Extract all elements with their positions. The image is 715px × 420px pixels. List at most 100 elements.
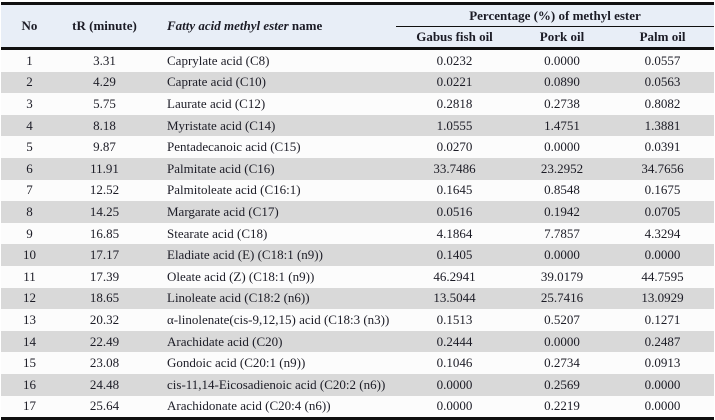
percentage-group-header: Percentage (%) of methyl ester bbox=[396, 3, 715, 27]
cell-tr: 8.18 bbox=[93, 117, 116, 133]
col-name-header: Fatty acid methyl ester name bbox=[151, 3, 396, 50]
cell-no: 9 bbox=[26, 225, 33, 241]
cell-no: 15 bbox=[23, 355, 36, 371]
cell-no: 6 bbox=[26, 160, 33, 176]
cell-palm: 0.0391 bbox=[644, 139, 681, 155]
cell-pork: 0.0890 bbox=[544, 74, 580, 90]
col-gabus-header: Gabus fish oil bbox=[396, 26, 513, 50]
cell-name: Linoleate acid (C18:2 (n6)) bbox=[167, 290, 310, 306]
table-row: 14 22.49 Arachidate acid (C20) 0.2444 0.… bbox=[1, 330, 715, 353]
cell-name: Margarate acid (C17) bbox=[167, 203, 279, 219]
header-row-top: No tR (minute) Fatty acid methyl ester n… bbox=[1, 3, 715, 50]
cell-no: 11 bbox=[23, 268, 36, 284]
cell-no: 1 bbox=[26, 52, 33, 68]
cell-name: Gondoic acid (C20:1 (n9)) bbox=[167, 355, 306, 371]
cell-tr: 16.85 bbox=[89, 225, 120, 241]
cell-pork: 0.0000 bbox=[544, 333, 580, 349]
cell-gabus: 0.0232 bbox=[436, 52, 473, 68]
cell-gabus: 4.1864 bbox=[436, 225, 473, 241]
cell-no: 3 bbox=[26, 95, 33, 111]
table-body: 1 3.31 Caprylate acid (C8) 0.0232 0.0000… bbox=[1, 48, 715, 420]
cell-tr: 17.39 bbox=[89, 268, 120, 284]
cell-gabus: 0.1645 bbox=[436, 182, 473, 198]
cell-pork: 7.7857 bbox=[544, 225, 580, 241]
cell-pork: 0.0000 bbox=[544, 52, 580, 68]
cell-gabus: 0.0000 bbox=[436, 376, 473, 392]
cell-palm: 44.7595 bbox=[641, 268, 684, 284]
cell-pork: 0.0000 bbox=[544, 247, 580, 263]
cell-pork: 0.8548 bbox=[544, 182, 580, 198]
table-row: 10 17.17 Eladiate acid (E) (C18:1 (n9)) … bbox=[1, 244, 715, 266]
cell-pork: 0.2734 bbox=[544, 355, 580, 371]
cell-pork: 0.0000 bbox=[544, 139, 580, 155]
cell-palm: 0.1271 bbox=[644, 311, 681, 327]
cell-gabus: 46.2941 bbox=[433, 268, 476, 284]
cell-name: Stearate acid (C18) bbox=[167, 225, 268, 241]
cell-no: 10 bbox=[23, 247, 36, 263]
table-row: 16 24.48 cis-11,14-Eicosadienoic acid (C… bbox=[1, 373, 715, 396]
cell-tr: 25.64 bbox=[58, 395, 151, 420]
col-tr-header: tR (minute) bbox=[58, 3, 151, 50]
cell-name: α-linolenate(cis-9,12,15) acid (C18:3 (n… bbox=[167, 311, 390, 327]
cell-no: 16 bbox=[23, 376, 36, 392]
cell-pork: 0.2569 bbox=[544, 376, 580, 392]
col-palm-header: Palm oil bbox=[611, 26, 715, 50]
cell-tr: 23.08 bbox=[89, 355, 120, 371]
cell-name: Caprate acid (C10) bbox=[167, 74, 266, 90]
cell-name: Myristate acid (C14) bbox=[167, 117, 276, 133]
table-row: 17 25.64 Arachidonate acid (C20:4 (n6)) … bbox=[1, 395, 715, 420]
cell-tr: 12.52 bbox=[89, 182, 120, 198]
table-row: 15 23.08 Gondoic acid (C20:1 (n9)) 0.104… bbox=[1, 352, 715, 374]
col-name-header-rest: name bbox=[288, 18, 323, 33]
cell-tr: 11.91 bbox=[90, 160, 119, 176]
cell-tr: 20.32 bbox=[89, 311, 120, 327]
cell-tr: 4.29 bbox=[93, 74, 116, 90]
cell-gabus: 0.1405 bbox=[436, 247, 473, 263]
table-row: 2 4.29 Caprate acid (C10) 0.0221 0.0890 … bbox=[1, 71, 715, 94]
cell-gabus: 0.0516 bbox=[436, 203, 473, 219]
table-row: 5 9.87 Pentadecanoic acid (C15) 0.0270 0… bbox=[1, 136, 715, 158]
cell-palm: 0.8082 bbox=[644, 95, 681, 111]
header-row-sub: Gabus fish oil Pork oil Palm oil bbox=[1, 26, 715, 50]
cell-palm: 0.0000 bbox=[644, 247, 681, 263]
cell-name: Oleate acid (Z) (C18:1 (n9)) bbox=[167, 268, 315, 284]
table-row: 6 11.91 Palmitate acid (C16) 33.7486 23.… bbox=[1, 157, 715, 180]
col-no-header: No bbox=[1, 3, 58, 50]
table-row: 11 17.39 Oleate acid (Z) (C18:1 (n9)) 46… bbox=[1, 265, 715, 288]
cell-pork: 0.5207 bbox=[544, 311, 580, 327]
cell-palm: 4.3294 bbox=[644, 225, 681, 241]
cell-tr: 9.87 bbox=[93, 139, 116, 155]
cell-gabus: 0.1046 bbox=[436, 355, 473, 371]
cell-gabus: 0.0000 bbox=[396, 395, 513, 420]
cell-palm: 34.7656 bbox=[641, 160, 684, 176]
table-header: No tR (minute) Fatty acid methyl ester n… bbox=[1, 3, 715, 50]
cell-tr: 22.49 bbox=[89, 333, 120, 349]
cell-name: Arachidonate acid (C20:4 (n6)) bbox=[151, 395, 396, 420]
cell-no: 8 bbox=[26, 203, 33, 219]
cell-palm: 0.0563 bbox=[644, 74, 681, 90]
table-row: 3 5.75 Laurate acid (C12) 0.2818 0.2738 … bbox=[1, 93, 715, 115]
cell-name: Laurate acid (C12) bbox=[167, 95, 266, 111]
cell-name: Caprylate acid (C8) bbox=[167, 52, 270, 68]
cell-palm: 0.1675 bbox=[644, 182, 681, 198]
table-row: 8 14.25 Margarate acid (C17) 0.0516 0.19… bbox=[1, 201, 715, 223]
cell-no: 4 bbox=[26, 117, 33, 133]
cell-pork: 0.2738 bbox=[544, 95, 580, 111]
cell-name: Palmitoleate acid (C16:1) bbox=[167, 182, 301, 198]
table-row: 4 8.18 Myristate acid (C14) 1.0555 1.475… bbox=[1, 114, 715, 137]
cell-pork: 0.2219 bbox=[513, 395, 611, 420]
cell-pork: 0.1942 bbox=[544, 203, 580, 219]
cell-tr: 3.31 bbox=[93, 52, 116, 68]
cell-name: Eladiate acid (E) (C18:1 (n9)) bbox=[167, 247, 323, 263]
table-row: 7 12.52 Palmitoleate acid (C16:1) 0.1645… bbox=[1, 179, 715, 202]
cell-name: cis-11,14-Eicosadienoic acid (C20:2 (n6)… bbox=[167, 376, 386, 392]
cell-pork: 1.4751 bbox=[544, 117, 580, 133]
cell-gabus: 0.0221 bbox=[436, 74, 473, 90]
cell-palm: 0.0913 bbox=[644, 355, 681, 371]
cell-no: 14 bbox=[23, 333, 36, 349]
cell-name: Arachidate acid (C20) bbox=[167, 333, 283, 349]
cell-name: Pentadecanoic acid (C15) bbox=[167, 139, 301, 155]
cell-gabus: 1.0555 bbox=[436, 117, 473, 133]
